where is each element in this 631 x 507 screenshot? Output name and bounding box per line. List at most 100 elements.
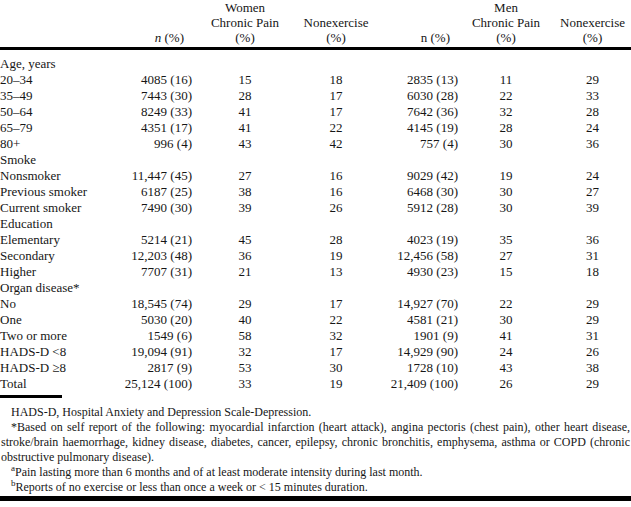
row-label: 20–34 bbox=[0, 72, 105, 88]
women-chronic-pain-header: Chronic Pain bbox=[192, 15, 298, 30]
cell-men-nonexercise: 39 bbox=[554, 200, 631, 216]
men-nonexercise-header: Nonexercise bbox=[554, 15, 631, 30]
section-row: Smoke bbox=[0, 152, 631, 168]
table-row: No18,545 (74)291714,927 (70)2229 bbox=[0, 296, 631, 312]
cell-men-chronic-pain: 30 bbox=[458, 184, 554, 200]
cell-women-n: 7443 (30) bbox=[105, 88, 192, 104]
cell-men-chronic-pain: 22 bbox=[458, 88, 554, 104]
cell-women-nonexercise: 32 bbox=[298, 328, 374, 344]
header-spacer bbox=[105, 15, 192, 30]
footnote-text: Pain lasting more than 6 months and of a… bbox=[15, 465, 423, 479]
row-label: Current smoker bbox=[0, 200, 105, 216]
cell-men-chronic-pain: 22 bbox=[458, 296, 554, 312]
table-row: 35–497443 (30)28176030 (28)2233 bbox=[0, 88, 631, 104]
cell-women-nonexercise: 17 bbox=[298, 104, 374, 120]
cell-men-chronic-pain: 15 bbox=[458, 264, 554, 280]
footnote-text: Based on self report of the following: m… bbox=[1, 420, 630, 464]
cell-men-n: 12,456 (58) bbox=[374, 248, 458, 264]
cell-men-nonexercise: 29 bbox=[554, 312, 631, 328]
table-row: Nonsmoker11,447 (45)27169029 (42)1924 bbox=[0, 168, 631, 184]
body-footnote-divider-rule bbox=[0, 395, 62, 398]
cell-women-chronic-pain: 33 bbox=[192, 376, 298, 392]
cell-women-nonexercise: 17 bbox=[298, 344, 374, 360]
header-spacer bbox=[554, 0, 631, 15]
cell-women-n: 19,094 (91) bbox=[105, 344, 192, 360]
cell-men-nonexercise: 29 bbox=[554, 376, 631, 392]
header-spacer bbox=[374, 15, 458, 30]
cell-women-n: 6187 (25) bbox=[105, 184, 192, 200]
row-label: Previous smoker bbox=[0, 184, 105, 200]
cell-men-chronic-pain: 30 bbox=[458, 200, 554, 216]
cell-women-n: 5030 (20) bbox=[105, 312, 192, 328]
table-row: Previous smoker6187 (25)38166468 (30)302… bbox=[0, 184, 631, 200]
men-chronic-pain-pct-header: (%) bbox=[458, 30, 554, 49]
cell-women-chronic-pain: 32 bbox=[192, 344, 298, 360]
table-row: 80+996 (4)4342757 (4)3036 bbox=[0, 136, 631, 152]
cell-men-n: 4145 (19) bbox=[374, 120, 458, 136]
table-row: One5030 (20)40224581 (21)3029 bbox=[0, 312, 631, 328]
cell-men-chronic-pain: 11 bbox=[458, 72, 554, 88]
men-group-header: Men bbox=[458, 0, 554, 15]
cell-men-n: 21,409 (100) bbox=[374, 376, 458, 392]
header-spacer bbox=[298, 0, 374, 15]
cell-women-nonexercise: 28 bbox=[298, 232, 374, 248]
cell-women-chronic-pain: 41 bbox=[192, 120, 298, 136]
table-row: 65–794351 (17)41224145 (19)2824 bbox=[0, 120, 631, 136]
cell-women-nonexercise: 22 bbox=[298, 120, 374, 136]
row-label: Secondary bbox=[0, 248, 105, 264]
cell-women-chronic-pain: 21 bbox=[192, 264, 298, 280]
cell-women-nonexercise: 13 bbox=[298, 264, 374, 280]
footnote-nonexercise: bReports of no exercise or less than onc… bbox=[1, 480, 630, 495]
header-spacer bbox=[374, 0, 458, 15]
cell-women-chronic-pain: 27 bbox=[192, 168, 298, 184]
cell-women-n: 2817 (9) bbox=[105, 360, 192, 376]
cell-men-n: 4581 (21) bbox=[374, 312, 458, 328]
cell-women-n: 4085 (16) bbox=[105, 72, 192, 88]
cell-men-nonexercise: 29 bbox=[554, 296, 631, 312]
section-label: Organ disease* bbox=[0, 280, 631, 296]
cell-men-nonexercise: 29 bbox=[554, 72, 631, 88]
cell-women-chronic-pain: 36 bbox=[192, 248, 298, 264]
cell-women-n: 12,203 (48) bbox=[105, 248, 192, 264]
cell-women-n: 25,124 (100) bbox=[105, 376, 192, 392]
cell-women-chronic-pain: 40 bbox=[192, 312, 298, 328]
cell-women-nonexercise: 26 bbox=[298, 200, 374, 216]
cell-women-chronic-pain: 29 bbox=[192, 296, 298, 312]
table-bottom-rule bbox=[0, 496, 631, 501]
footnote-chronic-pain: aPain lasting more than 6 months and of … bbox=[1, 465, 630, 480]
header-row-measures: Chronic Pain Nonexercise Chronic Pain No… bbox=[0, 15, 631, 30]
cell-men-chronic-pain: 24 bbox=[458, 344, 554, 360]
table-row: Elementary5214 (21)45284023 (19)3536 bbox=[0, 232, 631, 248]
cell-men-n: 6030 (28) bbox=[374, 88, 458, 104]
row-label: HADS-D <8 bbox=[0, 344, 105, 360]
men-n-header: n (%) bbox=[374, 30, 458, 49]
footnote-abbreviation: HADS-D, Hospital Anxiety and Depression … bbox=[1, 405, 630, 420]
cell-men-n: 5912 (28) bbox=[374, 200, 458, 216]
table-row: HADS-D <819,094 (91)321714,929 (90)2426 bbox=[0, 344, 631, 360]
cell-women-n: 7707 (31) bbox=[105, 264, 192, 280]
cell-women-nonexercise: 22 bbox=[298, 312, 374, 328]
header-spacer bbox=[0, 30, 105, 49]
cell-women-chronic-pain: 58 bbox=[192, 328, 298, 344]
table-row: HADS-D ≥82817 (9)53301728 (10)4338 bbox=[0, 360, 631, 376]
table-row: 20–344085 (16)15182835 (13)1129 bbox=[0, 72, 631, 88]
cell-men-n: 14,929 (90) bbox=[374, 344, 458, 360]
cell-women-nonexercise: 17 bbox=[298, 88, 374, 104]
header-row-groups: Women Men bbox=[0, 0, 631, 15]
row-label: Nonsmoker bbox=[0, 168, 105, 184]
table-row: Total25,124 (100)331921,409 (100)2629 bbox=[0, 376, 631, 392]
cell-men-nonexercise: 36 bbox=[554, 136, 631, 152]
women-chronic-pain-pct-header: (%) bbox=[192, 30, 298, 49]
statistics-table: Women Men Chronic Pain Nonexercise Chron… bbox=[0, 0, 631, 392]
cell-men-nonexercise: 26 bbox=[554, 344, 631, 360]
row-label: Total bbox=[0, 376, 105, 392]
footnotes: HADS-D, Hospital Anxiety and Depression … bbox=[0, 405, 631, 495]
header-spacer bbox=[0, 0, 105, 15]
section-label: Age, years bbox=[0, 49, 631, 73]
cell-men-chronic-pain: 19 bbox=[458, 168, 554, 184]
cell-men-chronic-pain: 28 bbox=[458, 120, 554, 136]
women-nonexercise-pct-header: (%) bbox=[298, 30, 374, 49]
cell-women-nonexercise: 16 bbox=[298, 184, 374, 200]
cell-men-n: 6468 (30) bbox=[374, 184, 458, 200]
cell-women-nonexercise: 42 bbox=[298, 136, 374, 152]
